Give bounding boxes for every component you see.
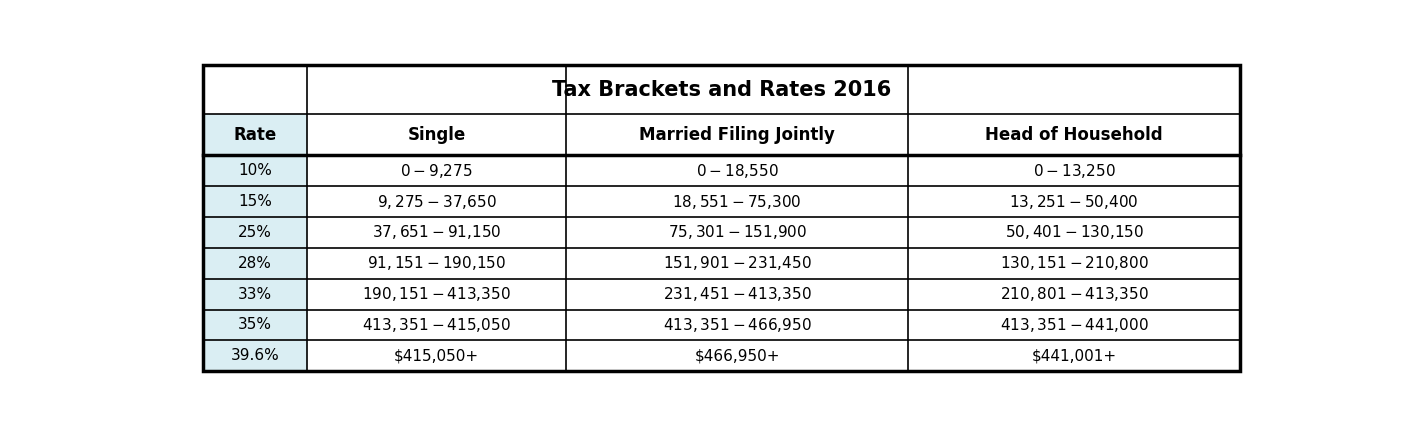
Bar	[203, 156, 307, 186]
Bar	[203, 186, 307, 217]
Text: $50,401 - $130,150: $50,401 - $130,150	[1004, 223, 1143, 241]
Bar	[566, 279, 908, 310]
Bar	[908, 186, 1240, 217]
Text: $9,275 - $37,650: $9,275 - $37,650	[377, 193, 497, 211]
Text: $37,651 - $91,150: $37,651 - $91,150	[372, 223, 501, 241]
Text: $210,801 - $413,350: $210,801 - $413,350	[1000, 285, 1149, 303]
Text: $413,351 - $466,950: $413,351 - $466,950	[663, 316, 811, 334]
Bar	[307, 114, 566, 156]
Text: $151,901 - $231,450: $151,901 - $231,450	[663, 254, 811, 272]
Text: 15%: 15%	[238, 194, 272, 209]
Bar	[566, 217, 908, 248]
Text: Tax Brackets and Rates 2016: Tax Brackets and Rates 2016	[552, 79, 891, 100]
Text: $91,151 - $190,150: $91,151 - $190,150	[367, 254, 505, 272]
Bar	[307, 279, 566, 310]
Text: 25%: 25%	[238, 225, 272, 240]
Text: 35%: 35%	[238, 318, 272, 333]
Bar	[908, 310, 1240, 340]
Text: Single: Single	[407, 126, 466, 144]
Bar	[908, 217, 1240, 248]
Bar	[908, 340, 1240, 371]
Bar	[307, 186, 566, 217]
Text: $0 - $18,550: $0 - $18,550	[696, 162, 779, 180]
Text: $413,351 - $415,050: $413,351 - $415,050	[362, 316, 511, 334]
Text: $130,151  - $210,800: $130,151 - $210,800	[1000, 254, 1149, 272]
Text: $75,301 - $151,900: $75,301 - $151,900	[667, 223, 807, 241]
Bar	[566, 248, 908, 279]
Bar	[203, 279, 307, 310]
Bar	[203, 217, 307, 248]
Text: $0 - $9,275: $0 - $9,275	[400, 162, 473, 180]
Bar	[566, 114, 908, 156]
Text: $441,001+: $441,001+	[1032, 348, 1117, 363]
Bar	[566, 340, 908, 371]
Bar	[908, 114, 1240, 156]
Bar	[566, 186, 908, 217]
Text: $0 - $13,250: $0 - $13,250	[1032, 162, 1115, 180]
Bar	[307, 217, 566, 248]
Text: $466,950+: $466,950+	[694, 348, 780, 363]
Text: Head of Household: Head of Household	[986, 126, 1163, 144]
Bar	[307, 248, 566, 279]
Text: $415,050+: $415,050+	[394, 348, 479, 363]
Text: $13,251 - $50,400: $13,251 - $50,400	[1010, 193, 1139, 211]
Bar	[908, 279, 1240, 310]
Bar	[307, 156, 566, 186]
Bar	[908, 156, 1240, 186]
Text: 28%: 28%	[238, 256, 272, 271]
Bar	[307, 340, 566, 371]
Bar	[203, 114, 307, 156]
Bar	[908, 248, 1240, 279]
Bar	[566, 310, 908, 340]
Bar	[203, 310, 307, 340]
Text: 33%: 33%	[238, 286, 272, 302]
Text: $18,551 - $75,300: $18,551 - $75,300	[673, 193, 801, 211]
Bar	[203, 65, 1240, 114]
Bar	[203, 340, 307, 371]
Bar	[307, 310, 566, 340]
Text: $231,451 - $413,350: $231,451 - $413,350	[663, 285, 811, 303]
Text: $190,151 - $413,350: $190,151 - $413,350	[362, 285, 511, 303]
Bar	[566, 156, 908, 186]
Text: Married Filing Jointly: Married Filing Jointly	[639, 126, 835, 144]
Text: Rate: Rate	[234, 126, 277, 144]
Bar	[203, 248, 307, 279]
Text: 39.6%: 39.6%	[231, 348, 279, 363]
Text: 10%: 10%	[238, 163, 272, 178]
Text: $413,351 - $441,000: $413,351 - $441,000	[1000, 316, 1149, 334]
